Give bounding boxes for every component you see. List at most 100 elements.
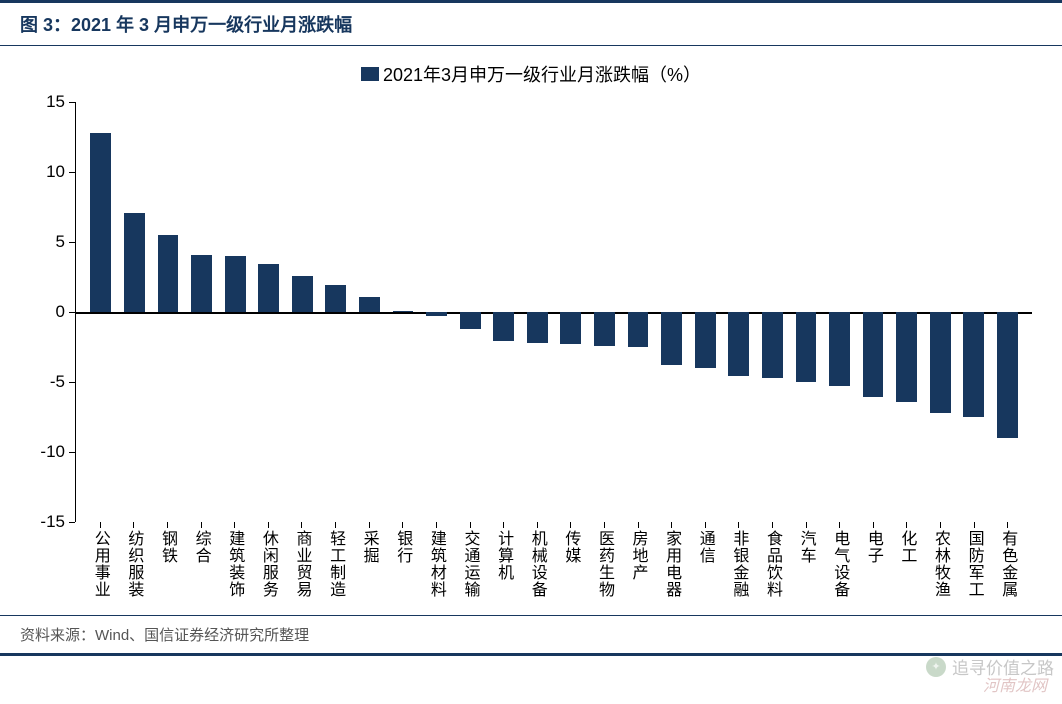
x-tick-mark [839,522,840,528]
bar [527,312,548,343]
bar-slot [856,102,890,522]
x-tick-mark [671,522,672,528]
x-label-slot: 采掘 [352,530,386,598]
y-tick-label: 10 [25,162,65,182]
x-category-label: 纺织服装 [121,530,145,598]
x-category-label: 银行 [390,530,414,598]
x-label-slot: 交通运输 [453,530,487,598]
x-tick-mark [301,522,302,528]
bar-slot [688,102,722,522]
bar [963,312,984,417]
bar-slot [655,102,689,522]
y-tick-label: 15 [25,92,65,112]
x-label-slot: 机械设备 [520,530,554,598]
bar-slot [756,102,790,522]
x-tick-mark [604,522,605,528]
bar-slot [84,102,118,522]
x-category-label: 有色金属 [995,530,1019,598]
x-tick-mark [940,522,941,528]
chart-legend: 2021年3月申万一级行业月涨跌幅（%） [20,61,1042,87]
x-label-slot: 钢铁 [150,530,184,598]
x-category-label: 轻工制造 [323,530,347,598]
x-label-slot: 纺织服装 [117,530,151,598]
bar [829,312,850,386]
x-category-label: 钢铁 [155,530,179,598]
bar [762,312,783,378]
bar [594,312,615,346]
x-tick-mark [201,522,202,528]
x-category-label: 商业贸易 [289,530,313,598]
x-tick-mark [873,522,874,528]
bar [426,312,447,316]
y-axis: 151050-5-10-15 [25,102,70,522]
x-label-slot: 医药生物 [587,530,621,598]
bar [796,312,817,382]
bar-slot [420,102,454,522]
x-tick-mark [167,522,168,528]
x-label-slot: 综合 [184,530,218,598]
x-label-slot: 电子 [856,530,890,598]
x-category-label: 食品饮料 [760,530,784,598]
x-category-label: 建筑材料 [424,530,448,598]
figure-header: 图 3：2021 年 3 月申万一级行业月涨跌幅 [0,0,1062,46]
y-tick-label: 0 [25,302,65,322]
x-category-label: 化工 [894,530,918,598]
x-label-slot: 轻工制造 [318,530,352,598]
bar [158,235,179,312]
bar [863,312,884,397]
figure-footer: 资料来源：Wind、国信证券经济研究所整理 [0,615,1062,656]
x-label-slot: 传媒 [554,530,588,598]
figure-title: 图 3：2021 年 3 月申万一级行业月涨跌幅 [20,11,1042,37]
legend-item: 2021年3月申万一级行业月涨跌幅（%） [361,61,701,87]
bar [896,312,917,402]
bar [191,255,212,312]
x-tick-mark [133,522,134,528]
wechat-icon: ✦ [926,657,946,677]
y-tick-label: -10 [25,442,65,462]
x-category-label: 国防军工 [962,530,986,598]
x-category-label: 农林牧渔 [928,530,952,598]
bar [325,285,346,312]
x-category-label: 医药生物 [592,530,616,598]
bar-slot [722,102,756,522]
bar [292,276,313,312]
y-tick-label: -5 [25,372,65,392]
bar [460,312,481,329]
x-tick-mark [638,522,639,528]
x-tick-mark [738,522,739,528]
bar-slot [554,102,588,522]
chart-container: 2021年3月申万一级行业月涨跌幅（%） 151050-5-10-15 公用事业… [0,46,1062,603]
x-tick-mark [570,522,571,528]
x-category-label: 房地产 [626,530,650,598]
bar-slot [218,102,252,522]
x-label-slot: 国防军工 [957,530,991,598]
x-tick-mark [369,522,370,528]
x-category-label: 综合 [189,530,213,598]
bar-slot [991,102,1025,522]
bar [258,264,279,312]
x-tick-mark [436,522,437,528]
bar-slot [957,102,991,522]
bar-slot [353,102,387,522]
watermark-2: 河南龙网 [983,672,1047,696]
x-tick-mark [503,522,504,528]
x-category-label: 计算机 [491,530,515,598]
bar [124,213,145,312]
x-label-slot: 房地产 [621,530,655,598]
bar-slot [487,102,521,522]
y-tick-mark [69,522,75,523]
x-label-slot: 通信 [688,530,722,598]
source-text: 资料来源：Wind、国信证券经济研究所整理 [20,624,1042,645]
x-tick-mark [100,522,101,528]
bar-slot [521,102,555,522]
bar [728,312,749,376]
x-label-slot: 建筑材料 [419,530,453,598]
bar-slot [789,102,823,522]
y-tick-label: 5 [25,232,65,252]
bar-slot [118,102,152,522]
x-label-slot: 休闲服务 [251,530,285,598]
x-tick-mark [402,522,403,528]
bars-group [76,102,1032,522]
x-label-slot: 商业贸易 [285,530,319,598]
bar [393,311,414,312]
